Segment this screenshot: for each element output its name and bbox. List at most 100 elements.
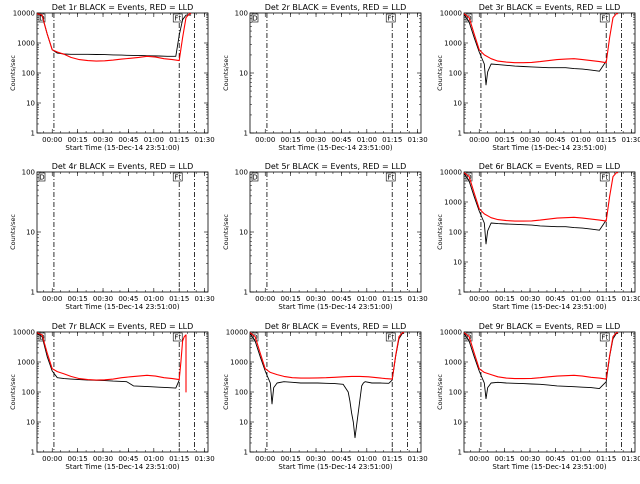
panel-6: Det 6r BLACK = Events, RED = LLD 1 10 100 10… — [436, 162, 640, 311]
flag-label: Ft — [174, 15, 181, 23]
y-tick-label: 1000 — [230, 359, 248, 367]
plot-frame — [249, 171, 422, 293]
x-tick-label: 00:30 — [520, 455, 540, 463]
x-tick-label: 00:15 — [281, 136, 301, 144]
x-tick-label: 00:30 — [520, 136, 540, 144]
y-tick-label: 10000 — [440, 10, 462, 18]
x-tick-label: 00:45 — [545, 295, 565, 303]
x-axis-label: Start Time (15-Dec-14 23:51:00) — [278, 303, 392, 311]
y-tick-label: 10000 — [13, 10, 35, 18]
y-tick-label: 10 — [239, 70, 248, 78]
plot-frame — [463, 12, 636, 134]
flag-box — [172, 332, 183, 342]
flag-label: Ft — [387, 334, 394, 342]
flag-box — [251, 172, 259, 182]
x-tick-label: 01:15 — [169, 455, 189, 463]
flag-label: D — [252, 15, 257, 23]
y-tick-label: 100 — [235, 389, 248, 397]
panel-title: Det 4r BLACK = Events, RED = LLD — [52, 162, 194, 171]
x-tick-label: 00:15 — [281, 295, 301, 303]
y-tick-label: 100 — [22, 70, 35, 78]
panel-title: Det 1r BLACK = Events, RED = LLD — [52, 3, 194, 12]
x-tick-label: 01:00 — [144, 136, 164, 144]
x-tick-label: 01:30 — [195, 295, 215, 303]
y-tick-label: 1 — [31, 289, 35, 297]
flag-label: Ft — [601, 174, 608, 182]
y-tick-label: 1 — [244, 449, 248, 457]
y-tick-label: 1000 — [17, 359, 35, 367]
x-tick-label: 00:15 — [495, 455, 515, 463]
flag-box — [38, 13, 46, 23]
y-tick-label: 1 — [244, 289, 248, 297]
panel-3: Det 3r BLACK = Events, RED = LLD 1 10 100 10… — [436, 3, 640, 152]
y-tick-label: 1 — [458, 130, 462, 138]
x-tick-label: 00:15 — [495, 136, 515, 144]
y-tick-label: 10 — [26, 229, 35, 237]
x-tick-label: 01:00 — [571, 455, 591, 463]
y-axis-label: Counts/sec — [9, 55, 17, 91]
y-axis-label: Counts/sec — [222, 214, 230, 250]
flag-label: Ft — [387, 15, 394, 23]
flag-box — [38, 172, 46, 182]
y-tick-label: 10000 — [440, 169, 462, 177]
panel-7: Det 7r BLACK = Events, RED = LLD 1 10 100 10… — [9, 322, 215, 471]
flag-label: Ft — [174, 174, 181, 182]
panel-title: Det 6r BLACK = Events, RED = LLD — [479, 162, 621, 171]
y-tick-label: 1000 — [444, 199, 462, 207]
x-tick-label: 00:45 — [331, 136, 351, 144]
panel-title: Det 7r BLACK = Events, RED = LLD — [52, 322, 194, 331]
y-tick-label: 10 — [453, 100, 462, 108]
y-tick-label: 10000 — [13, 329, 35, 337]
y-tick-label: 10000 — [226, 329, 248, 337]
panel-8: Det 8r BLACK = Events, RED = LLD 1 10 100 10… — [222, 322, 428, 471]
y-tick-label: 100 — [22, 169, 35, 177]
flag-box — [251, 13, 259, 23]
lld-series-line — [36, 13, 192, 62]
y-tick-label: 1 — [244, 130, 248, 138]
flag-box — [385, 332, 396, 342]
flag-box — [599, 332, 610, 342]
y-tick-label: 1000 — [444, 40, 462, 48]
x-tick-label: 00:00 — [255, 455, 275, 463]
y-axis-label: Counts/sec — [436, 55, 444, 91]
x-tick-label: 00:45 — [331, 295, 351, 303]
x-tick-label: 00:00 — [469, 455, 489, 463]
x-tick-label: 01:15 — [382, 136, 402, 144]
x-axis-label: Start Time (15-Dec-14 23:51:00) — [492, 463, 606, 471]
x-axis-label: Start Time (15-Dec-14 23:51:00) — [492, 303, 606, 311]
x-tick-label: 01:15 — [596, 295, 616, 303]
x-tick-label: 00:45 — [545, 455, 565, 463]
flag-label: Ft — [601, 15, 608, 23]
x-tick-label: 01:00 — [357, 455, 377, 463]
lld-series-line — [463, 13, 619, 64]
x-tick-label: 00:30 — [93, 136, 113, 144]
events-series-line — [36, 333, 180, 389]
x-tick-label: 00:45 — [118, 136, 138, 144]
y-tick-label: 100 — [22, 389, 35, 397]
x-tick-label: 00:30 — [306, 295, 326, 303]
x-tick-label: 01:30 — [408, 295, 428, 303]
panel-1: Det 1r BLACK = Events, RED = LLD 1 10 100 10… — [9, 3, 215, 152]
flag-box — [599, 172, 610, 182]
lld-series-line — [249, 332, 405, 380]
lld-series-line — [463, 332, 619, 380]
x-tick-label: 01:15 — [169, 136, 189, 144]
x-tick-label: 01:15 — [169, 295, 189, 303]
y-tick-label: 100 — [449, 389, 462, 397]
x-tick-label: 01:30 — [622, 455, 640, 463]
y-tick-label: 1000 — [17, 40, 35, 48]
x-axis-label: Start Time (15-Dec-14 23:51:00) — [278, 463, 392, 471]
x-tick-label: 01:00 — [357, 295, 377, 303]
x-tick-label: 00:00 — [42, 295, 62, 303]
flag-label: Ft — [174, 334, 181, 342]
x-tick-label: 00:30 — [93, 295, 113, 303]
x-tick-label: 00:45 — [118, 295, 138, 303]
y-axis-label: Counts/sec — [436, 374, 444, 410]
x-tick-label: 00:30 — [306, 136, 326, 144]
x-tick-label: 01:30 — [408, 136, 428, 144]
events-series-line — [36, 13, 192, 57]
flag-label: Ft — [601, 334, 608, 342]
lld-series-line — [463, 172, 619, 222]
